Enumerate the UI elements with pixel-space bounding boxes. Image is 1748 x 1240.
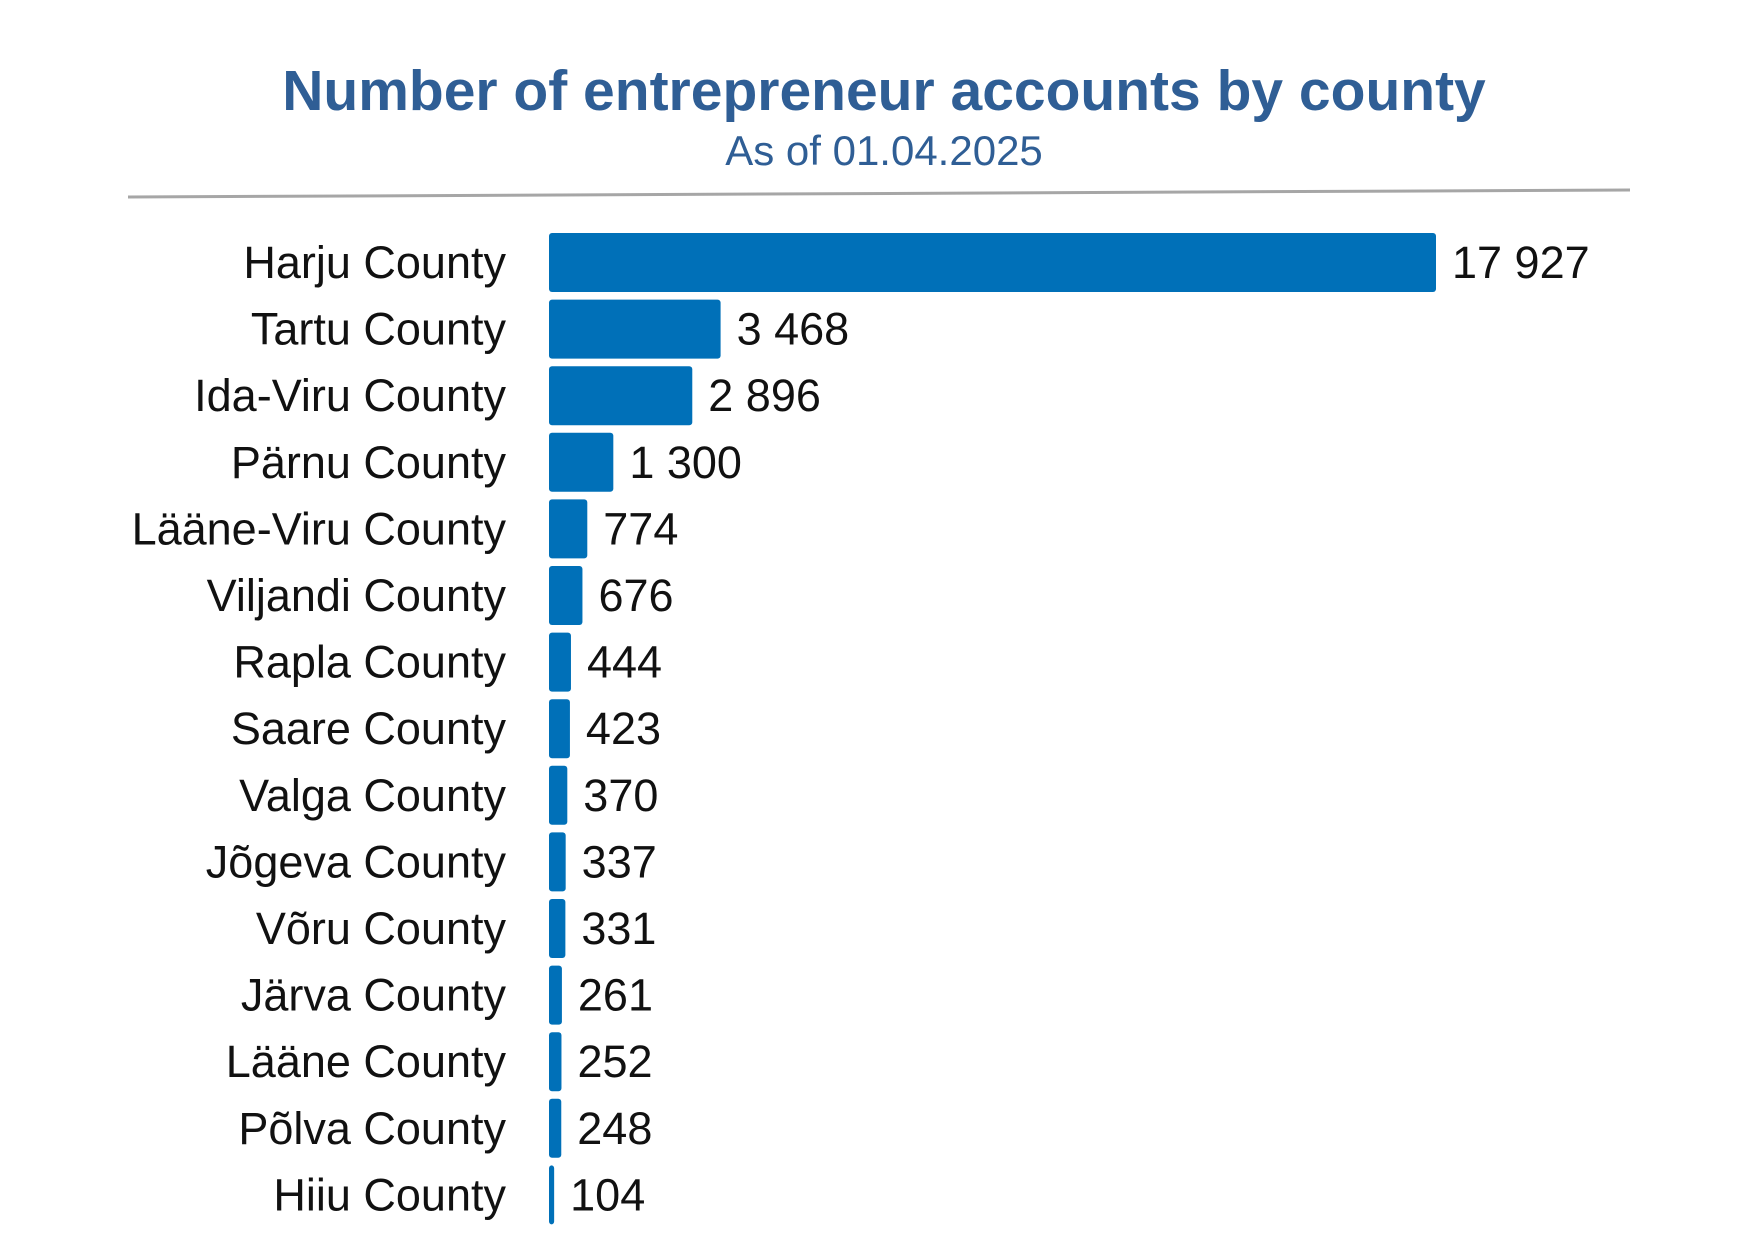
bar: [549, 366, 693, 426]
category-label: Tartu County: [251, 304, 507, 355]
category-label: Rapla County: [233, 637, 506, 688]
category-label: Saare County: [231, 703, 507, 754]
value-label: 774: [603, 503, 678, 554]
bars-group: Harju County 17 927 Tartu County 3 468 Ida-V…: [132, 233, 1590, 1225]
chart-title: Number of entrepreneur accounts by count…: [282, 59, 1486, 123]
value-label: 370: [583, 770, 658, 821]
value-label: 248: [577, 1103, 652, 1154]
value-label: 2 896: [708, 370, 821, 421]
value-label: 252: [577, 1036, 652, 1087]
bar: [549, 899, 566, 958]
bar: [549, 765, 568, 825]
bar: [549, 632, 571, 692]
category-label: Ida-Viru County: [194, 370, 506, 421]
category-label: Põlva County: [238, 1103, 506, 1154]
bar: [549, 832, 566, 892]
category-label: Võru County: [256, 903, 507, 954]
category-label: Lääne County: [226, 1036, 507, 1087]
category-label: Hiiu County: [273, 1169, 506, 1220]
title-divider: [127, 188, 1631, 199]
value-label: 337: [582, 836, 657, 887]
category-label: Pärnu County: [231, 437, 507, 488]
category-label: Järva County: [241, 970, 507, 1021]
category-label: Jõgeva County: [206, 836, 507, 887]
category-label: Viljandi County: [207, 570, 507, 621]
category-label: Valga County: [239, 770, 506, 821]
bar: [549, 1165, 555, 1225]
value-label: 1 300: [629, 437, 742, 488]
bar: [549, 1032, 562, 1092]
value-label: 3 468: [737, 304, 850, 355]
bar: [549, 1098, 562, 1158]
value-label: 104: [570, 1169, 645, 1220]
value-label: 331: [581, 903, 656, 954]
bar: [549, 699, 570, 759]
bar: [549, 233, 1436, 292]
value-label: 444: [587, 637, 662, 688]
category-label: Harju County: [243, 237, 506, 288]
value-label: 423: [586, 703, 661, 754]
bar: [549, 566, 583, 625]
value-label: 17 927: [1452, 237, 1590, 288]
category-label: Lääne-Viru County: [132, 503, 507, 554]
bar: [549, 965, 562, 1025]
value-label: 261: [578, 970, 653, 1021]
bar: [549, 299, 721, 359]
value-label: 676: [598, 570, 673, 621]
bar: [549, 499, 588, 559]
chart-subtitle: As of 01.04.2025: [725, 127, 1043, 174]
bar: [549, 432, 614, 492]
